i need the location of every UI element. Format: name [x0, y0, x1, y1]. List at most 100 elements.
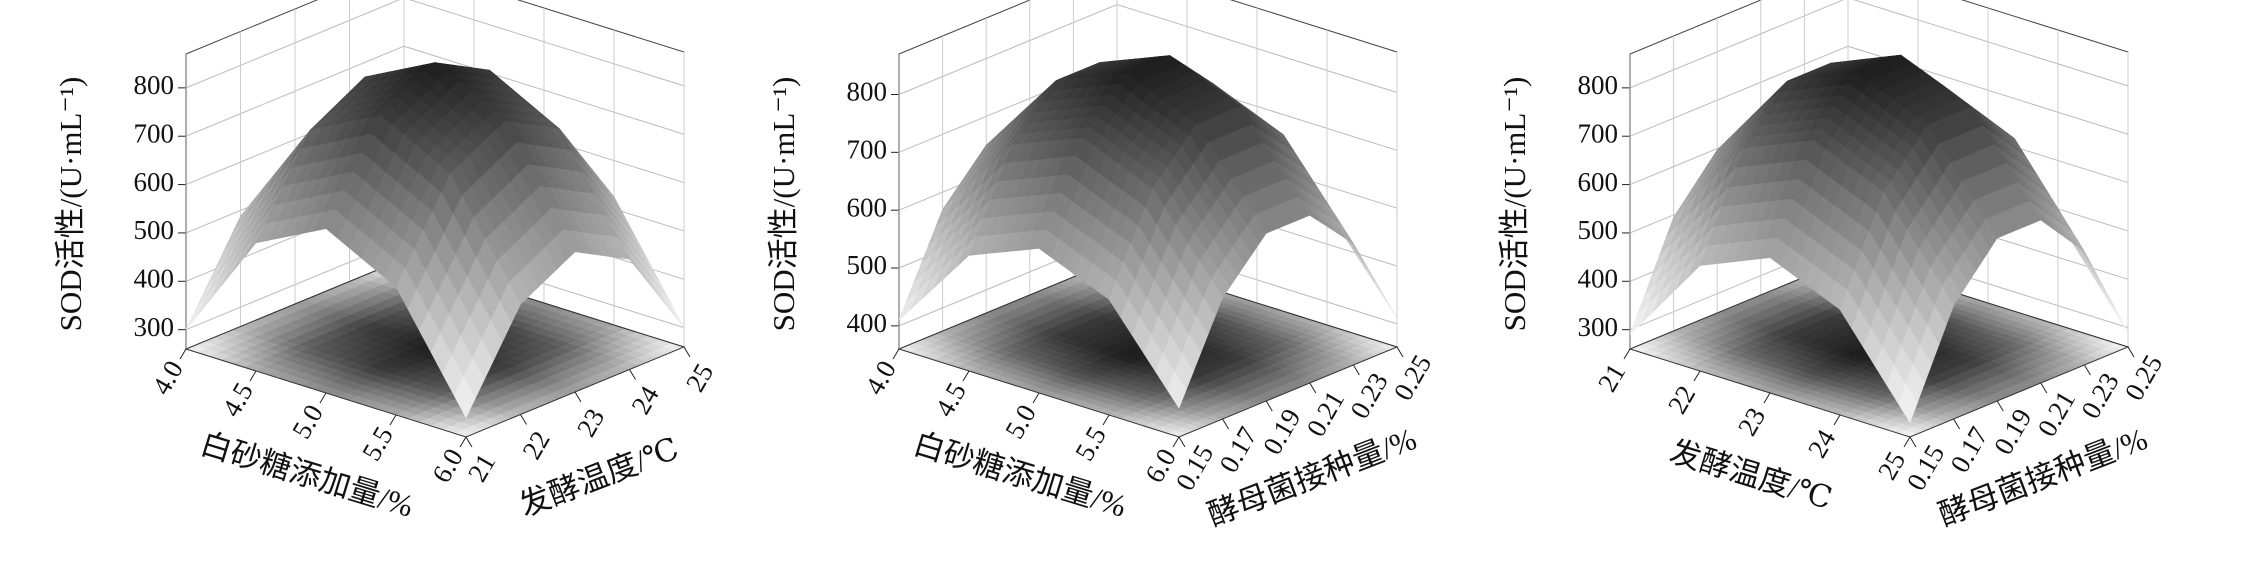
z-tick-label: 500 [847, 250, 888, 280]
z-tick-label: 300 [134, 312, 175, 342]
surface-cell [380, 62, 506, 175]
z-tick-label: 300 [1578, 312, 1619, 342]
z-tick-label: 500 [1578, 215, 1619, 245]
surface-cell [1970, 106, 2085, 252]
x-tick-label: 4.0 [146, 355, 189, 399]
floor-contour [985, 294, 1101, 336]
floor-contour [2013, 324, 2129, 366]
floor-contour [1699, 352, 1815, 394]
y-tick-label: 0.21 [2032, 386, 2082, 442]
z-tick-label: 700 [1578, 118, 1619, 148]
x-tick-label: 23 [1732, 402, 1771, 440]
floor-contour [1882, 378, 1999, 420]
surface-cell [898, 144, 1013, 321]
x-tick [892, 348, 900, 360]
z-axis-title: SOD活性/(U·mL⁻¹) [1497, 77, 1532, 332]
surface-cell [1813, 72, 1928, 193]
y-tick [629, 369, 636, 380]
y-tick [574, 391, 582, 403]
y-tick-label: 0.23 [2075, 368, 2125, 424]
z-tick-label: 600 [847, 192, 888, 222]
surface-cell [450, 120, 576, 305]
x-tick [1172, 436, 1180, 448]
surface-cell [559, 128, 685, 328]
floor-contour [1742, 334, 1859, 376]
x-tick-label: 4.0 [859, 355, 902, 399]
y-tick-label: 22 [516, 426, 555, 464]
y-tick [683, 346, 691, 358]
surface-cell [185, 129, 311, 330]
floor-contour [1038, 374, 1154, 416]
y-tick [1222, 418, 1230, 430]
z-tick-label: 400 [134, 263, 175, 293]
surface-cell [395, 173, 521, 419]
x-tick-label: 24 [1802, 424, 1842, 463]
surface-chart: 30040050060070080021222324250.150.170.19… [1497, 0, 2168, 533]
y-tick-label: 0.25 [1388, 350, 1438, 406]
x-tick [389, 414, 397, 426]
y-tick-label: 0.15 [1901, 440, 1951, 496]
x-tick-label: 5.5 [1069, 421, 1112, 465]
surface-cell [1011, 73, 1127, 146]
z-tick-label: 400 [847, 308, 888, 338]
floor-contour [1769, 374, 1885, 416]
y-tick [1352, 364, 1360, 376]
y-tick [1309, 382, 1317, 394]
grid-line [1629, 0, 2129, 89]
x-tick-label: 5.0 [286, 399, 329, 443]
x-tick [459, 436, 467, 448]
y-tick [465, 436, 473, 448]
y-tick [520, 414, 527, 425]
y-tick [2127, 346, 2135, 358]
floor-contour [1108, 396, 1224, 438]
x-tick [1903, 436, 1911, 448]
x-tick [1693, 370, 1701, 382]
surface-cell [1108, 188, 1223, 409]
y-tick-label: 0.17 [1944, 422, 1994, 478]
z-tick-label: 600 [1578, 167, 1619, 197]
floor-contour [1195, 360, 1311, 402]
y-tick [1996, 400, 2004, 412]
z-tick-label: 700 [847, 135, 888, 165]
x-tick [1102, 414, 1110, 426]
surface-cell [1883, 124, 1998, 306]
surface-cell [1038, 137, 1153, 300]
y-tick [2040, 382, 2048, 394]
x-tick-label: 4.5 [216, 377, 259, 421]
y-tick-label: 0.15 [1170, 440, 1220, 496]
y-tick-label: 0.25 [2119, 350, 2169, 406]
y-tick-label: 0.23 [1344, 368, 1394, 424]
floor-contour [941, 312, 1058, 354]
y-tick-label: 0.17 [1213, 422, 1263, 478]
y-tick-label: 23 [571, 403, 610, 441]
x-tick [319, 392, 327, 404]
grid-line [185, 0, 685, 89]
floor-contour [1926, 360, 2042, 402]
surface-cell [255, 114, 382, 244]
z-tick-label: 500 [134, 215, 175, 245]
surface-cell [1926, 106, 2042, 239]
x-tick [1032, 392, 1040, 404]
surface-cell [1082, 73, 1197, 190]
floor-contour [898, 330, 1014, 372]
surface-cell [1743, 72, 1858, 149]
surface-cell [1125, 55, 1241, 125]
z-tick-label: 700 [134, 118, 175, 148]
surface-cell [1787, 54, 1901, 82]
y-tick-label: 25 [680, 358, 719, 396]
x-tick-label: 22 [1662, 380, 1701, 418]
floor-contour [1672, 312, 1789, 354]
y-tick [2083, 364, 2091, 376]
z-tick-label: 600 [134, 167, 175, 197]
y-tick-label: 0.19 [1988, 404, 2038, 460]
surface-cell [1152, 123, 1267, 299]
x-tick [1763, 392, 1771, 404]
y-tick [1953, 418, 1961, 430]
floor-contour [504, 347, 631, 393]
x-tick-label: 21 [1592, 358, 1631, 396]
y-tick-label: 0.21 [1301, 386, 1351, 442]
x-tick [962, 370, 970, 382]
floor-contour [968, 352, 1084, 394]
